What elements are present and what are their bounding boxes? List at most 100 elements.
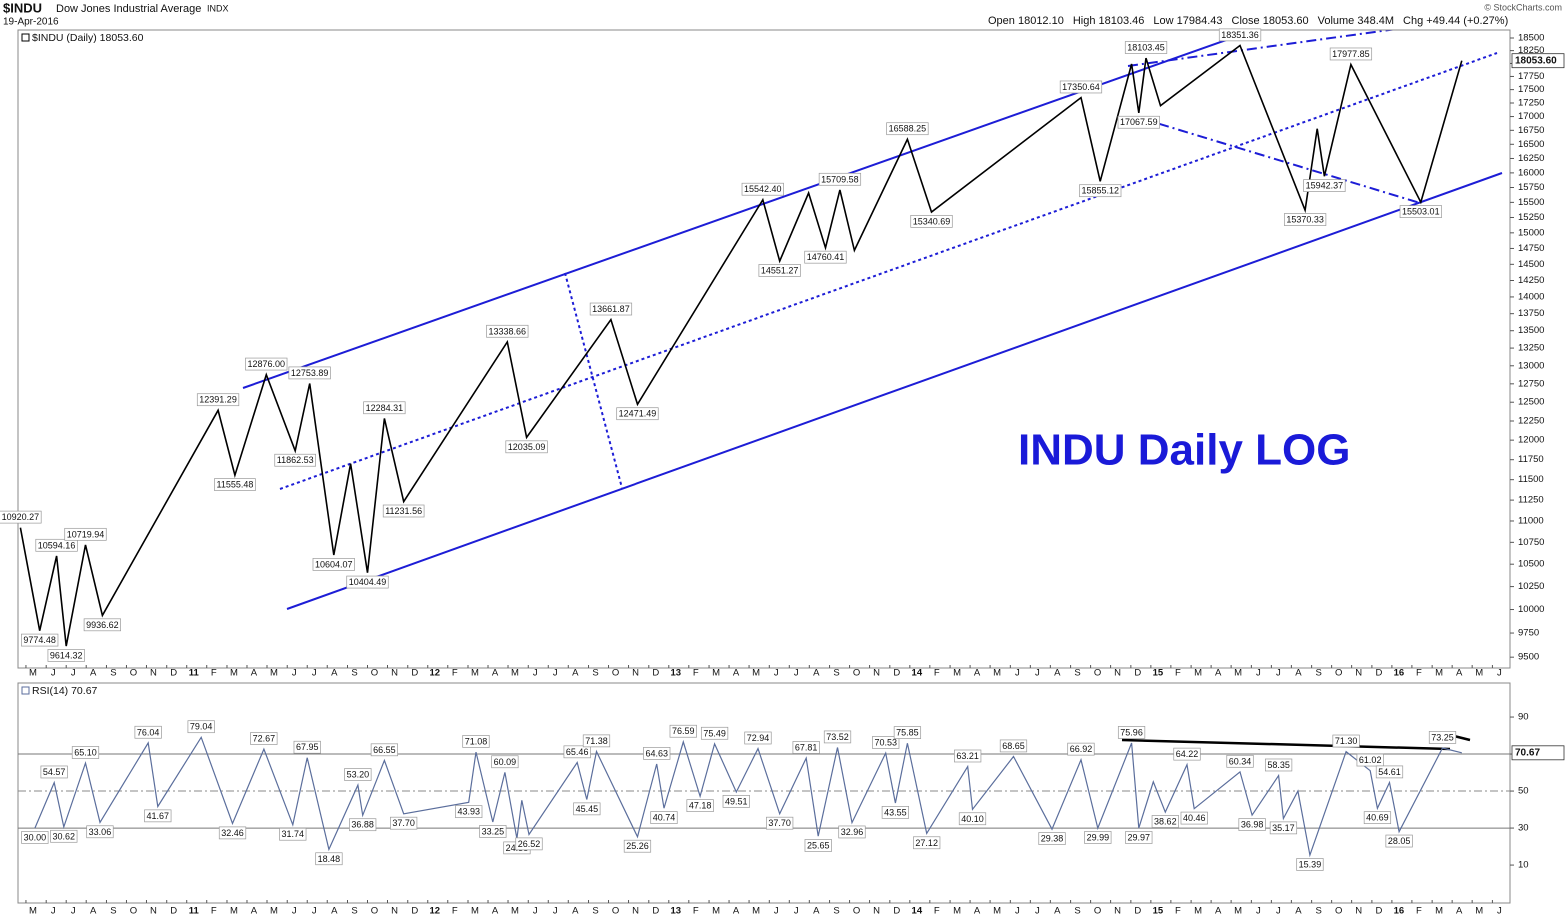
y-tick-label: 11000 bbox=[1518, 515, 1544, 526]
x-tick-label: 15 bbox=[1153, 906, 1164, 917]
lower-diagonal bbox=[1139, 117, 1421, 204]
data-label-box bbox=[913, 836, 941, 850]
x-tick-label: M bbox=[270, 668, 278, 679]
y-tick-label: 12250 bbox=[1518, 416, 1544, 427]
data-label-box bbox=[1385, 834, 1413, 848]
x-tick-label: N bbox=[1114, 668, 1121, 679]
x-tick-label: J bbox=[71, 906, 76, 917]
data-label: 18.48 bbox=[318, 854, 341, 864]
data-label-box bbox=[818, 172, 862, 186]
y-tick-label: 10000 bbox=[1518, 604, 1544, 615]
y-tick-label: 14250 bbox=[1518, 275, 1544, 286]
x-tick-label: A bbox=[331, 906, 338, 917]
x-tick-label: S bbox=[833, 668, 839, 679]
data-label-box bbox=[1218, 28, 1262, 42]
x-tick-label: J bbox=[533, 668, 538, 679]
x-tick-label: J bbox=[774, 906, 779, 917]
data-label: 72.94 bbox=[747, 733, 770, 743]
data-label: 15.39 bbox=[1299, 859, 1322, 869]
x-tick-label: J bbox=[774, 668, 779, 679]
x-tick-label: 12 bbox=[429, 906, 440, 917]
x-tick-label: M bbox=[752, 668, 760, 679]
x-tick-label: A bbox=[974, 906, 981, 917]
data-label-box bbox=[315, 852, 343, 866]
x-tick-label: J bbox=[1035, 668, 1040, 679]
data-label: 53.20 bbox=[347, 770, 370, 780]
data-label: 37.70 bbox=[392, 818, 415, 828]
data-label: 60.09 bbox=[494, 757, 517, 767]
x-tick-label: D bbox=[170, 668, 177, 679]
x-tick-label: A bbox=[1215, 906, 1222, 917]
x-tick-label: M bbox=[471, 668, 479, 679]
x-tick-label: F bbox=[211, 668, 217, 679]
data-label: 70.53 bbox=[874, 737, 897, 747]
data-label-box bbox=[804, 250, 847, 264]
y-tick-label: 16250 bbox=[1518, 153, 1544, 164]
data-label: 33.25 bbox=[482, 826, 505, 836]
y-tick-label: 16750 bbox=[1518, 125, 1544, 136]
data-label-box bbox=[589, 302, 633, 316]
x-tick-label: M bbox=[1234, 668, 1242, 679]
x-tick-label: O bbox=[130, 668, 137, 679]
x-tick-label: J bbox=[1015, 668, 1020, 679]
data-label-box bbox=[390, 816, 418, 830]
x-tick-label: D bbox=[652, 668, 659, 679]
data-label: 10719.94 bbox=[67, 529, 105, 539]
x-tick-label: N bbox=[150, 906, 157, 917]
x-tick-label: A bbox=[572, 668, 579, 679]
data-label-box bbox=[1238, 818, 1266, 831]
data-label-box bbox=[1125, 831, 1153, 844]
x-tick-label: S bbox=[1315, 906, 1321, 917]
data-label: 75.49 bbox=[703, 728, 726, 738]
data-label: 18351.36 bbox=[1221, 30, 1259, 40]
data-label-box bbox=[893, 726, 922, 739]
y-tick-label: 10 bbox=[1518, 860, 1529, 871]
y-tick-label: 14750 bbox=[1518, 243, 1544, 254]
quote-item: Close 18053.60 bbox=[1232, 15, 1309, 27]
data-label-box bbox=[758, 264, 801, 277]
data-label: 33.06 bbox=[89, 827, 112, 837]
data-label: 13661.87 bbox=[592, 304, 630, 314]
data-label-box bbox=[1399, 205, 1442, 218]
data-label-box bbox=[21, 831, 49, 844]
data-label-box bbox=[886, 122, 929, 136]
x-tick-label: A bbox=[1215, 668, 1222, 679]
data-label: 11862.53 bbox=[277, 455, 314, 465]
x-tick-label: D bbox=[1134, 668, 1141, 679]
y-tick-label: 16000 bbox=[1518, 167, 1544, 178]
x-tick-label: F bbox=[934, 668, 940, 679]
data-label-box bbox=[382, 504, 425, 518]
x-tick-label: M bbox=[1194, 906, 1202, 917]
data-label: 79.04 bbox=[190, 722, 213, 732]
y-tick-label: 12750 bbox=[1518, 378, 1544, 389]
data-label: 76.59 bbox=[672, 726, 695, 736]
x-tick-label: J bbox=[312, 668, 317, 679]
data-label: 73.25 bbox=[1431, 732, 1454, 742]
data-label: 10920.27 bbox=[2, 512, 40, 522]
data-label: 9936.62 bbox=[86, 620, 119, 630]
data-label-box bbox=[40, 765, 68, 779]
x-tick-label: A bbox=[813, 668, 820, 679]
x-tick-label: D bbox=[170, 906, 177, 917]
data-label-box bbox=[218, 826, 247, 840]
data-label: 47.18 bbox=[689, 801, 712, 811]
x-tick-label: M bbox=[1435, 906, 1443, 917]
data-label-box bbox=[1296, 858, 1324, 871]
data-label-box bbox=[1079, 184, 1122, 198]
last-value-label: 18053.60 bbox=[1515, 55, 1557, 66]
x-tick-label: M bbox=[953, 668, 961, 679]
x-tick-label: F bbox=[693, 668, 699, 679]
data-label-box bbox=[643, 747, 671, 760]
data-label-box bbox=[999, 739, 1028, 753]
data-label: 38.62 bbox=[1154, 816, 1177, 826]
data-label-box bbox=[1084, 831, 1112, 844]
x-tick-label: 12 bbox=[429, 668, 440, 679]
data-label: 40.10 bbox=[961, 814, 984, 824]
data-label-box bbox=[1124, 41, 1168, 54]
data-label: 63.21 bbox=[956, 751, 979, 761]
x-tick-label: A bbox=[90, 906, 97, 917]
upper-diagonal bbox=[1127, 30, 1397, 67]
lower-channel bbox=[286, 172, 1503, 610]
x-tick-label: 11 bbox=[189, 668, 200, 679]
y-tick-label: 10500 bbox=[1518, 559, 1544, 570]
